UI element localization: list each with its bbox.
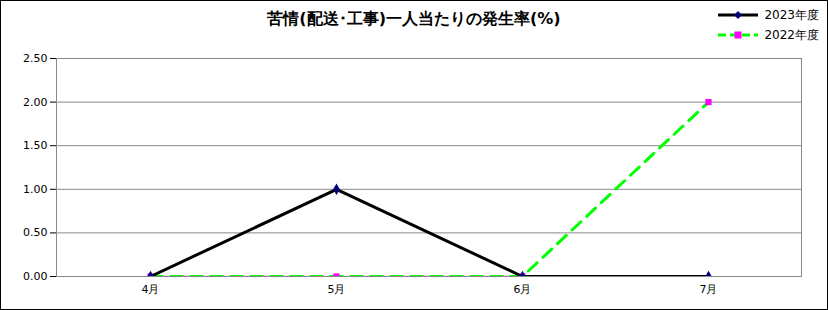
- html-text:2022年度: 2022年度: [764, 27, 819, 42]
- svg-text:7月: 7月: [700, 283, 718, 296]
- svg-text:6月: 6月: [514, 283, 532, 296]
- svg-text:5月: 5月: [328, 283, 346, 296]
- html-text:2023年度: 2023年度: [764, 7, 819, 22]
- svg-text:1.00: 1.00: [23, 183, 48, 196]
- svg-text:2.50: 2.50: [23, 52, 48, 65]
- html-text:苦情(配送･工事)一人当たりの発生率(%): 苦情(配送･工事)一人当たりの発生率(%): [267, 9, 561, 28]
- svg-text:4月: 4月: [142, 283, 160, 296]
- svg-text:1.50: 1.50: [23, 139, 48, 152]
- svg-text:2.00: 2.00: [23, 96, 48, 109]
- svg-text:0.00: 0.00: [23, 270, 48, 283]
- svg-text:0.50: 0.50: [23, 226, 48, 239]
